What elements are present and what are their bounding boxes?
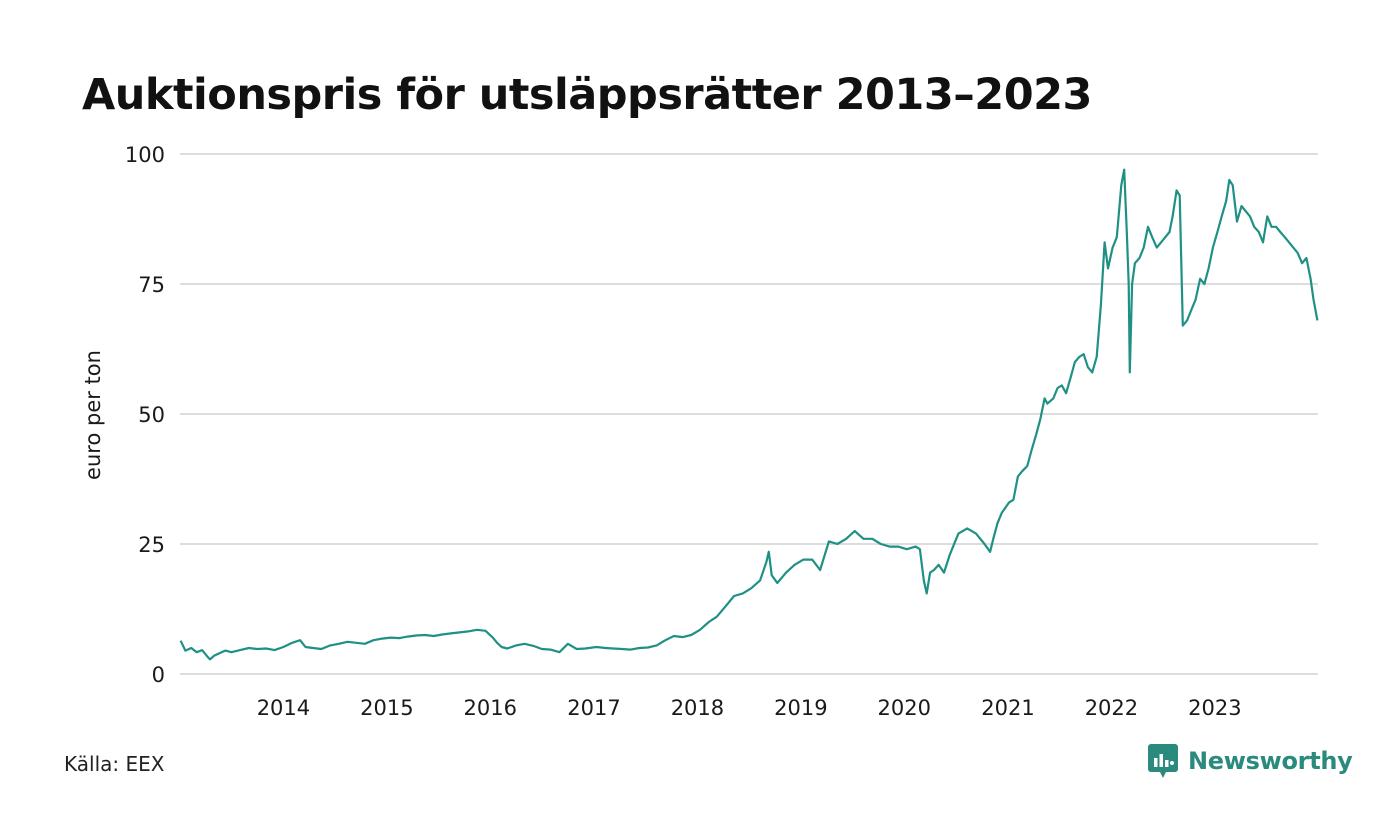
y-axis-label: euro per ton bbox=[81, 350, 105, 480]
x-tick-label: 2020 bbox=[878, 696, 931, 720]
source-note: Källa: EEX bbox=[64, 752, 165, 776]
y-tick-label: 75 bbox=[138, 273, 165, 297]
newsworthy-logo-icon bbox=[1148, 744, 1178, 778]
y-axis-ticks: 0 25 50 75 100 bbox=[125, 143, 165, 687]
series-line bbox=[179, 168, 1319, 661]
x-axis-ticks: 2014 2015 2016 2017 2018 2019 2020 2021 2022 2023 bbox=[257, 696, 1242, 720]
y-tick-label: 50 bbox=[138, 403, 165, 427]
x-tick-label: 2019 bbox=[774, 696, 827, 720]
x-tick-label: 2022 bbox=[1085, 696, 1138, 720]
y-tick-label: 100 bbox=[125, 143, 165, 167]
x-tick-label: 2016 bbox=[464, 696, 517, 720]
x-tick-label: 2015 bbox=[360, 696, 413, 720]
chart-title: Auktionspris för utsläppsrätter 2013–202… bbox=[82, 70, 1092, 120]
gridlines bbox=[180, 153, 1318, 675]
y-tick-label: 0 bbox=[152, 663, 165, 687]
y-tick-label: 25 bbox=[138, 533, 165, 557]
brand-name: Newsworthy bbox=[1188, 747, 1353, 775]
x-tick-label: 2023 bbox=[1188, 696, 1241, 720]
data-series bbox=[179, 168, 1319, 661]
x-tick-label: 2017 bbox=[567, 696, 620, 720]
x-tick-label: 2018 bbox=[671, 696, 724, 720]
newsworthy-logo: Newsworthy bbox=[1148, 744, 1353, 778]
x-tick-label: 2021 bbox=[981, 696, 1034, 720]
x-tick-label: 2014 bbox=[257, 696, 310, 720]
